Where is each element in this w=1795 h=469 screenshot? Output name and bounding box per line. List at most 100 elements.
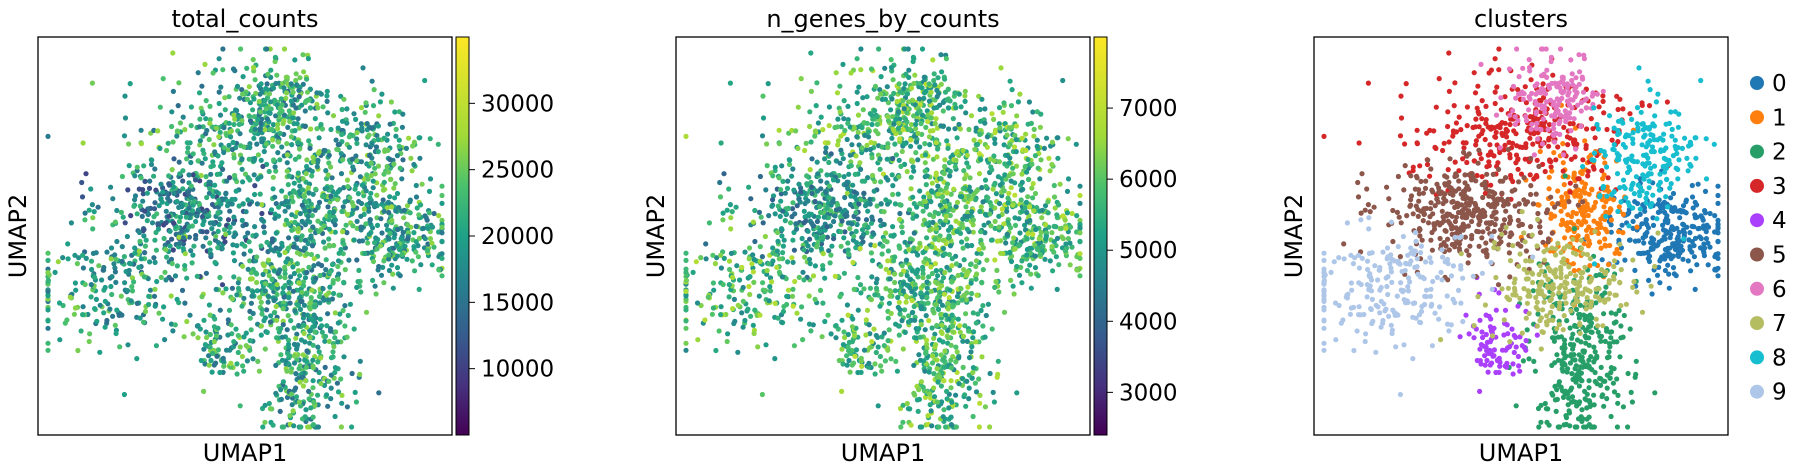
scatter-point: [965, 284, 971, 290]
scatter-point: [45, 293, 51, 299]
scatter-point: [337, 311, 343, 317]
scatter-point: [158, 274, 164, 280]
scatter-point: [258, 120, 264, 126]
scatter-point: [297, 75, 303, 81]
scatter-point: [281, 294, 287, 300]
scatter-point: [252, 77, 258, 83]
scatter-point: [909, 157, 915, 163]
scatter-point: [259, 216, 265, 222]
scatter-point: [319, 126, 325, 132]
scatter-point: [703, 256, 709, 262]
scatter-point: [936, 424, 942, 430]
scatter-point: [946, 295, 952, 301]
scatter-point: [180, 178, 186, 184]
scatter-point: [1013, 123, 1020, 129]
scatter-point: [306, 97, 312, 103]
scatter-point: [335, 142, 341, 148]
scatter-point: [742, 249, 748, 255]
scatter-point: [920, 264, 926, 270]
scatter-point: [387, 194, 393, 200]
scatter-point: [244, 65, 250, 71]
scatter-point: [283, 194, 289, 200]
scatter-point: [328, 193, 334, 199]
scatter-point: [790, 286, 796, 292]
scatter-point: [278, 326, 284, 332]
scatter-point: [911, 362, 917, 368]
scatter-point: [406, 135, 412, 141]
scatter-point: [929, 423, 935, 429]
scatter-point: [273, 390, 279, 396]
scatter-point: [338, 246, 344, 253]
scatter-point: [390, 285, 396, 291]
scatter-point: [927, 142, 933, 148]
scatter-point: [368, 173, 374, 179]
scatter-point: [937, 102, 943, 108]
scatter-point: [878, 201, 884, 207]
scatter-point: [922, 141, 928, 147]
scatter-point: [321, 194, 327, 200]
scatter-point: [808, 139, 814, 145]
scatter-point: [234, 83, 241, 89]
scatter-point: [940, 99, 947, 105]
scatter-point: [155, 128, 161, 134]
scatter-point: [82, 217, 88, 223]
scatter-point: [877, 353, 884, 360]
scatter-point: [946, 316, 952, 322]
scatter-point: [184, 275, 190, 281]
scatter-point: [982, 211, 989, 217]
scatter-point: [911, 80, 917, 87]
scatter-point: [746, 245, 753, 251]
scatter-point: [838, 147, 844, 153]
scatter-point: [239, 118, 245, 124]
scatter-point: [335, 320, 341, 326]
scatter-point: [853, 228, 859, 234]
scatter-point: [982, 120, 988, 126]
scatter-point: [948, 422, 955, 428]
scatter-point: [982, 177, 989, 183]
scatter-point: [1038, 157, 1044, 163]
scatter-point: [941, 291, 948, 297]
scatter-point: [182, 300, 188, 306]
scatter-point: [855, 216, 861, 222]
scatter-point: [910, 194, 916, 200]
scatter-point: [346, 134, 352, 140]
scatter-point: [405, 230, 411, 236]
scatter-point: [1023, 199, 1029, 205]
scatter-point: [802, 147, 808, 154]
scatter-point: [861, 286, 867, 292]
scatter-point: [166, 213, 172, 219]
scatter-point: [1001, 188, 1007, 194]
scatter-point: [344, 120, 350, 126]
scatter-point: [234, 361, 240, 367]
scatter-point: [312, 323, 318, 329]
scatter-point: [750, 219, 757, 225]
scatter-point: [286, 235, 292, 241]
scatter-point: [163, 220, 169, 226]
scatter-point: [1650, 215, 1656, 221]
scatter-point: [877, 166, 883, 172]
scatter-point: [293, 77, 299, 84]
scatter-point: [247, 144, 253, 151]
scatter-point: [204, 229, 210, 235]
scatter-point: [910, 164, 916, 170]
scatter-point: [896, 323, 903, 329]
scatter-point: [184, 318, 190, 325]
scatter-point: [131, 203, 137, 209]
scatter-point: [287, 300, 293, 306]
scatter-point: [255, 152, 261, 158]
scatter-point: [815, 171, 821, 177]
scatter-point: [231, 121, 237, 128]
scatter-point: [387, 230, 393, 237]
scatter-point: [886, 327, 892, 333]
scatter-point: [932, 236, 938, 242]
scatter-point: [739, 264, 745, 271]
scatter-point: [220, 46, 226, 52]
scatter-point: [353, 116, 359, 122]
scatter-point: [1001, 221, 1007, 227]
scatter-point: [284, 168, 290, 174]
scatter-point: [311, 399, 317, 405]
scatter-point: [381, 208, 387, 214]
scatter-point: [814, 234, 820, 240]
scatter-point: [239, 166, 245, 172]
scatter-point: [849, 221, 855, 227]
